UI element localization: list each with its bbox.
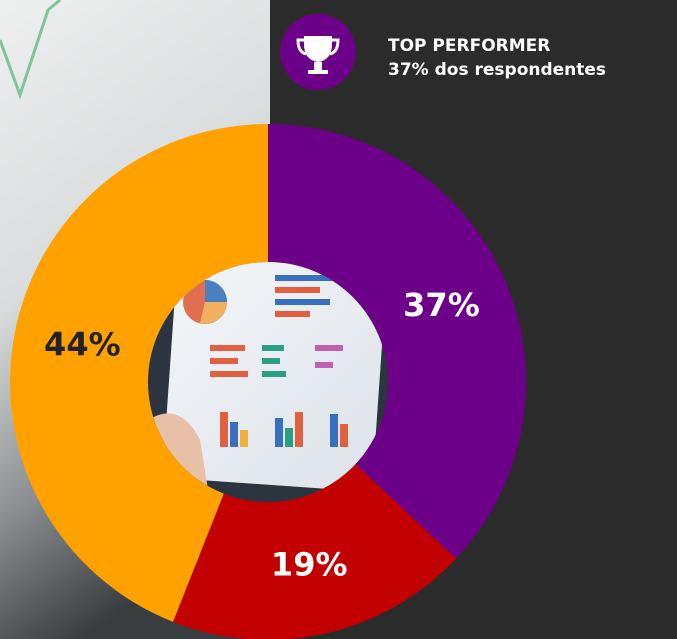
trophy-icon (304, 36, 332, 74)
photo-detail (0, 0, 61, 100)
value-label: 19% (271, 545, 348, 583)
legend-title: TOP PERFORMER (388, 36, 550, 56)
value-label: 37% (403, 286, 480, 324)
donut-segment (9, 124, 268, 622)
legend-text: 37% dos respondentes (388, 60, 606, 80)
trophy-handles (296, 38, 340, 56)
donut-segment (268, 124, 526, 559)
donut-segment (173, 464, 457, 639)
value-label: 44% (44, 326, 121, 364)
donut (9, 124, 526, 639)
